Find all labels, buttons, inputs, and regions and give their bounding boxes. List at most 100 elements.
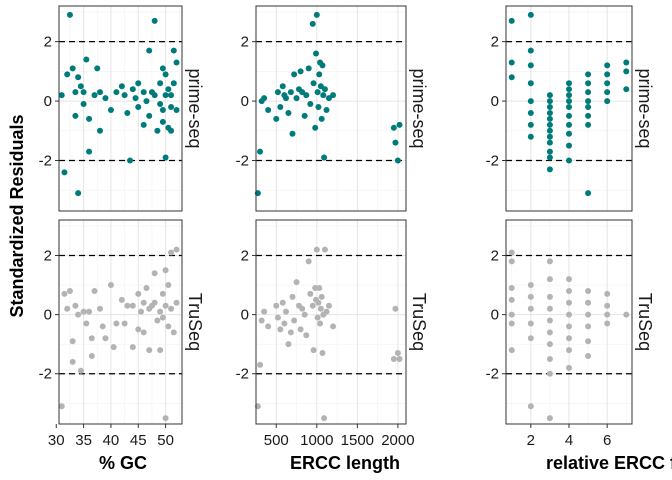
data-point — [566, 347, 572, 354]
data-point — [157, 101, 164, 108]
facet-strip-label: prime-seq — [635, 68, 655, 148]
data-point — [77, 367, 84, 374]
data-point — [273, 115, 280, 122]
data-point — [135, 104, 142, 111]
data-point — [566, 276, 572, 283]
data-point — [585, 311, 592, 318]
data-point — [508, 59, 515, 66]
data-point — [623, 311, 630, 318]
y-tick-label: -2 — [236, 366, 249, 383]
data-point — [318, 293, 325, 300]
data-point — [508, 320, 515, 327]
x-tick-label: 45 — [130, 432, 147, 449]
data-point — [546, 415, 553, 422]
y-tick-label: 2 — [491, 247, 499, 264]
data-point — [320, 92, 327, 99]
data-point — [257, 148, 264, 155]
data-point — [162, 302, 169, 309]
data-point — [159, 290, 166, 297]
data-point — [330, 92, 337, 99]
data-point — [69, 358, 76, 365]
data-point — [143, 98, 150, 105]
data-point — [162, 92, 169, 99]
data-point — [88, 335, 95, 342]
x-axis-title: relative ERCC frequency in mix — [546, 453, 672, 473]
data-point — [527, 305, 534, 312]
data-point — [566, 364, 572, 371]
data-point — [159, 314, 166, 321]
data-point — [118, 296, 125, 303]
data-point — [283, 308, 289, 315]
data-point — [321, 154, 328, 161]
data-point — [566, 335, 572, 342]
data-point — [157, 347, 164, 354]
data-point — [132, 95, 139, 102]
y-tick-label: 0 — [491, 307, 499, 324]
data-point — [168, 249, 175, 256]
y-tick-label: 0 — [491, 93, 499, 110]
data-point — [546, 166, 553, 173]
data-point — [113, 320, 120, 327]
data-point — [546, 92, 553, 99]
data-point — [508, 17, 515, 24]
data-point — [159, 106, 166, 113]
data-point — [604, 320, 611, 327]
data-point — [317, 320, 324, 327]
data-point — [527, 133, 534, 140]
data-point — [310, 347, 317, 354]
data-point — [159, 118, 166, 125]
data-point — [396, 121, 403, 128]
panel-border — [58, 219, 183, 425]
data-point — [140, 329, 147, 336]
data-point — [127, 157, 134, 164]
data-point — [508, 258, 515, 265]
data-point — [305, 258, 312, 265]
data-point — [604, 302, 611, 309]
data-point — [527, 80, 534, 87]
data-point — [279, 83, 286, 90]
data-point — [585, 98, 592, 105]
data-point — [289, 130, 296, 137]
data-point — [546, 133, 553, 140]
data-point — [585, 104, 592, 111]
data-point — [75, 311, 82, 318]
data-point — [527, 62, 534, 69]
panel-grid: prime-seq20-2prime-seq20-2prime-seq20-2T… — [39, 5, 672, 473]
y-tick-label: -2 — [486, 366, 499, 383]
panel-prime-seq-0: prime-seq 2 0 -2 — [39, 5, 205, 212]
data-point — [317, 305, 324, 312]
data-point — [546, 305, 553, 312]
data-point — [72, 112, 79, 119]
data-point — [138, 308, 144, 315]
panel-border — [255, 5, 407, 212]
data-point — [394, 350, 401, 357]
data-point — [165, 86, 172, 93]
data-point — [274, 314, 281, 321]
data-point — [585, 323, 592, 330]
data-point — [154, 127, 161, 134]
data-point — [113, 89, 120, 96]
data-point — [162, 267, 169, 274]
data-point — [168, 127, 175, 134]
data-point — [110, 344, 117, 351]
data-point — [307, 290, 314, 297]
data-point — [281, 320, 288, 327]
data-point — [390, 355, 397, 362]
panel-border — [58, 5, 183, 212]
data-point — [566, 130, 572, 137]
data-point — [293, 279, 300, 286]
data-point — [623, 68, 630, 75]
data-point — [285, 109, 292, 116]
data-point — [77, 83, 84, 90]
data-point — [107, 282, 114, 289]
data-point — [299, 305, 306, 312]
data-point — [527, 320, 534, 327]
y-tick-label: 2 — [44, 34, 52, 51]
data-point — [546, 104, 553, 111]
data-point — [546, 341, 553, 348]
data-point — [162, 71, 169, 78]
data-point — [566, 157, 572, 164]
data-point — [310, 80, 317, 87]
data-point — [604, 62, 611, 69]
